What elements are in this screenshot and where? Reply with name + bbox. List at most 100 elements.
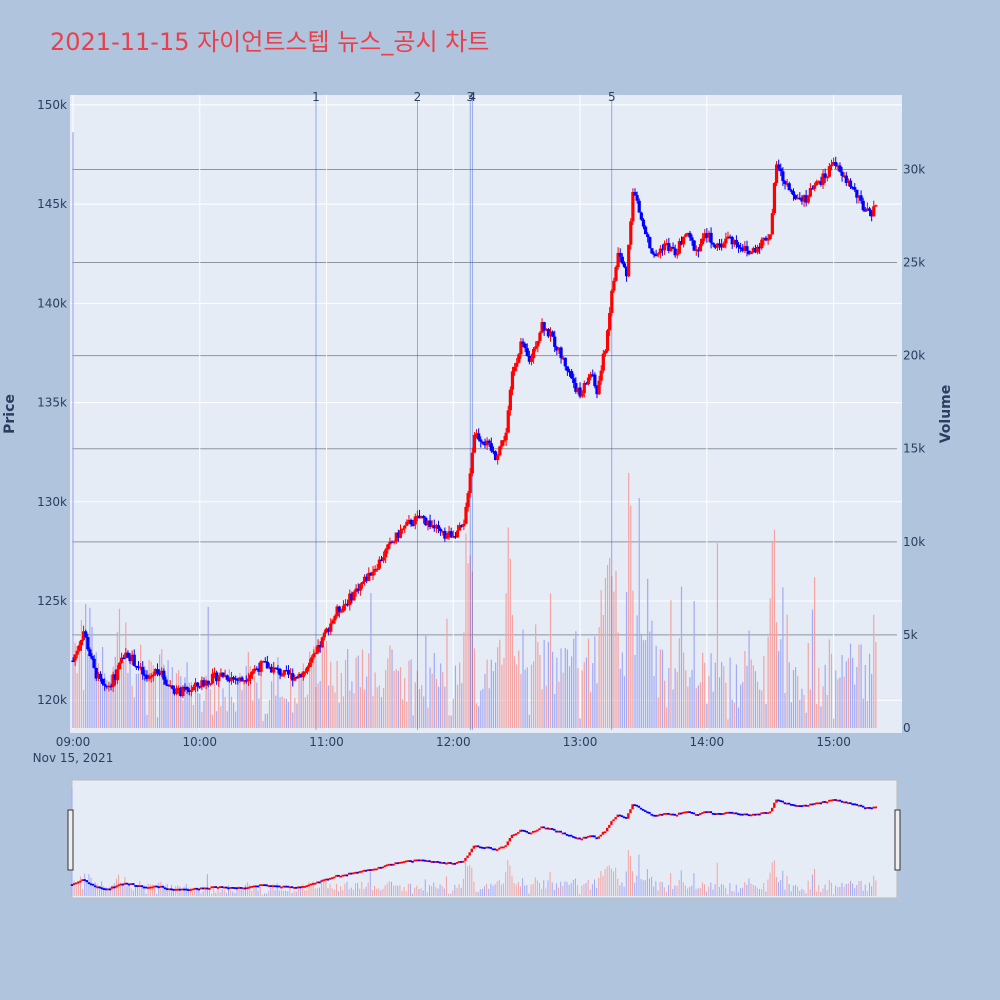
candle-body [453, 536, 458, 538]
volume-bar [440, 663, 442, 728]
candle-body [212, 672, 217, 675]
news-marker-label[interactable]: 4 [469, 90, 477, 104]
candle-body [485, 440, 489, 446]
volume-bar [594, 636, 596, 728]
mini-volume-bar [384, 885, 386, 896]
mini-volume-bar [340, 886, 342, 896]
volume-bar [568, 666, 571, 728]
news-marker-label[interactable]: 5 [608, 90, 616, 104]
mini-candle [98, 886, 101, 889]
mini-volume-bar [306, 889, 308, 896]
y2-tick-label: 10k [903, 535, 925, 549]
mini-volume-bar [657, 890, 659, 896]
mini-candle [79, 880, 82, 883]
mini-volume-bar [744, 882, 746, 896]
mini-volume-bar [359, 888, 361, 896]
mini-candle [696, 814, 700, 816]
mini-volume-bar [272, 884, 274, 896]
candle-body [352, 591, 356, 601]
volume-bar [340, 673, 342, 728]
mini-candle [462, 860, 465, 863]
range-slider[interactable] [71, 779, 898, 899]
candle-body [130, 654, 134, 662]
candle-body [75, 650, 79, 655]
volume-bar [184, 677, 186, 728]
mini-candle [72, 883, 76, 885]
volume-bar [873, 614, 875, 728]
candle-body [451, 536, 455, 538]
mini-candle [328, 877, 332, 880]
news-marker-label[interactable]: 3 [466, 90, 474, 104]
volume-bar [425, 635, 427, 728]
range-slider-handle-right[interactable] [894, 809, 901, 871]
candle-body [781, 171, 785, 182]
candle-body [774, 164, 779, 184]
candle-body [544, 329, 548, 331]
mini-candle [510, 834, 514, 838]
mini-volume-bar [574, 878, 576, 896]
candle-body [842, 175, 846, 178]
plot-background [70, 95, 902, 733]
mini-volume-bar [289, 887, 291, 896]
volume-bar [678, 638, 680, 728]
mini-candle [483, 847, 486, 849]
x-date-label: Nov 15, 2021 [33, 751, 114, 765]
mini-candle [280, 886, 283, 889]
mini-candle [612, 819, 615, 822]
volume-bar [488, 688, 490, 728]
mini-volume-bar [655, 881, 657, 896]
range-slider-handle-left[interactable] [67, 809, 74, 871]
mini-volume-bar [613, 871, 615, 896]
volume-bar [80, 619, 83, 728]
volume-bar [790, 702, 792, 728]
volume-bar [101, 646, 104, 728]
volume-bar [421, 685, 423, 728]
candle-body [136, 666, 141, 668]
candle-body [745, 246, 749, 251]
mini-volume-bar [858, 881, 860, 896]
volume-bar [239, 672, 241, 728]
y2-tick-label: 0 [903, 721, 911, 735]
volume-bar [835, 670, 837, 728]
mini-volume-bar [266, 893, 268, 896]
news-marker-label[interactable]: 1 [312, 90, 320, 104]
mini-candle [798, 805, 801, 808]
mini-volume-bar [873, 875, 875, 896]
candle-body [447, 531, 451, 536]
candle-body [259, 661, 263, 672]
mini-volume-bar [92, 884, 94, 896]
volume-bar [820, 706, 822, 728]
candle-body [667, 243, 671, 252]
mini-volume-bar [283, 890, 285, 896]
candle-body [857, 195, 861, 198]
volume-bar [674, 668, 676, 728]
news-marker-label[interactable]: 2 [414, 90, 422, 104]
mini-candle [576, 837, 579, 840]
volume-bar [847, 658, 850, 728]
mini-candle [246, 887, 249, 890]
candle-body [153, 669, 157, 675]
mini-candle [413, 859, 416, 862]
volume-bar [125, 622, 127, 728]
mini-candle [174, 888, 177, 891]
mini-candle [411, 860, 414, 863]
mini-candle [352, 872, 355, 875]
mini-candle [864, 807, 867, 810]
candle-body [479, 439, 483, 442]
mini-volume-bar [486, 883, 488, 896]
volume-bar [283, 698, 285, 728]
volume-bar [742, 682, 744, 728]
volume-bar [695, 688, 697, 728]
mini-candle [170, 888, 173, 891]
candle-body [255, 668, 259, 671]
mini-volume-bar [194, 888, 196, 896]
volume-bar [714, 662, 716, 728]
candle-body [124, 652, 128, 658]
candle-body [460, 525, 464, 527]
candle-body [219, 672, 223, 677]
mini-volume-bar [170, 885, 172, 896]
volume-bar [860, 644, 862, 728]
candle-body [631, 192, 635, 222]
mini-volume-bar [784, 889, 786, 896]
